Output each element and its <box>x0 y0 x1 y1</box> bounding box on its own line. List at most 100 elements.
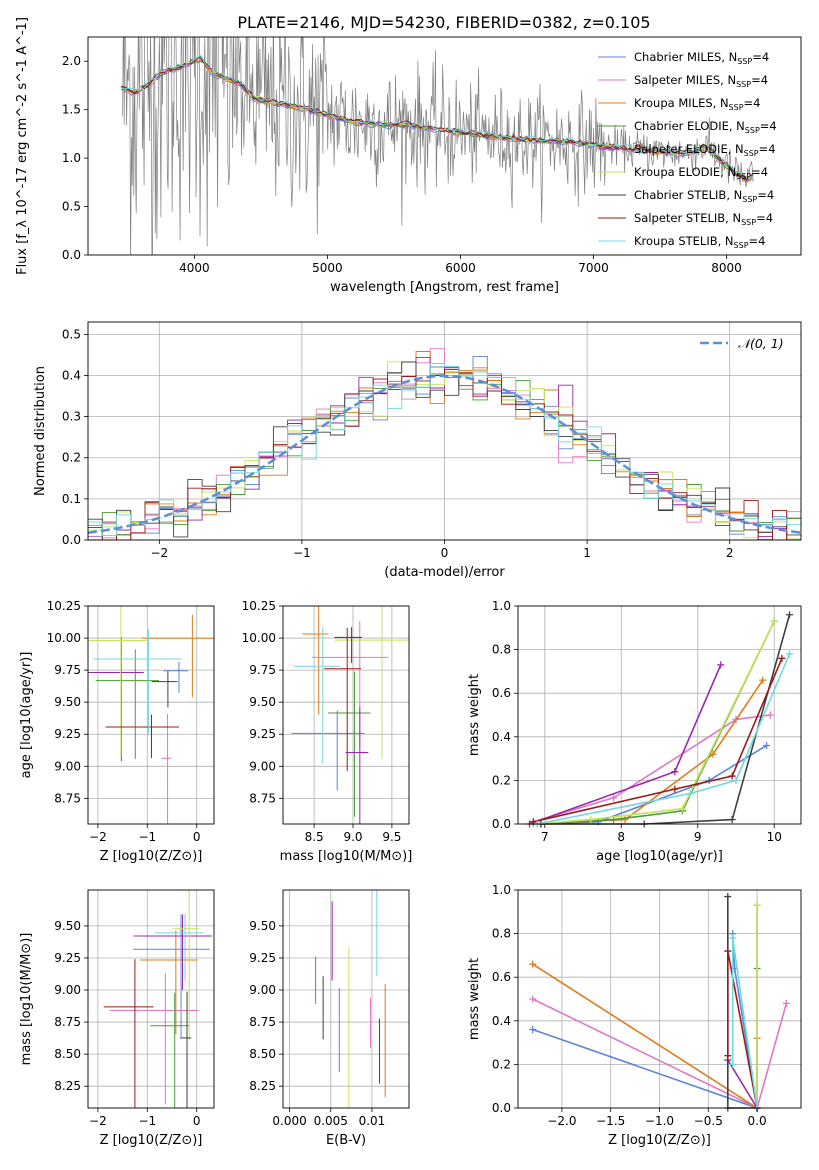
y-tick-label: 9.50 <box>54 695 81 709</box>
y-tick-label: 0.5 <box>62 200 81 214</box>
y-axis-label: age [log10(age/yr)] <box>19 652 34 779</box>
y-tick-label: 1.5 <box>62 103 81 117</box>
y-axis-label: Flux [f_λ 10^-17 erg cm^-2 s^-1 A^-1] <box>15 17 30 275</box>
x-tick-label: −1.0 <box>645 1114 674 1128</box>
x-tick-label: 0.005 <box>314 1114 348 1128</box>
legend-suffix: =4 <box>752 50 769 64</box>
series-point-kroupa-elodie <box>753 901 761 909</box>
legend-suffix: =4 <box>751 73 768 87</box>
histogram-salpeter-stelib <box>88 369 801 540</box>
axes-frame-rect <box>517 889 802 1109</box>
legend-subscript: SSP <box>745 126 760 135</box>
axes-frame-rect <box>282 889 410 1109</box>
series-point-chabrier-miles <box>763 742 771 750</box>
spectrum-legend: Chabrier MILES, NSSP=4 Salpeter MILES, NS… <box>598 50 777 250</box>
x-tick-label: 0.000 <box>272 1114 306 1128</box>
legend-subscript: SSP <box>736 172 751 181</box>
x-tick-label: −0.5 <box>694 1114 723 1128</box>
series-line-salpeter-elodie <box>727 1059 758 1109</box>
y-axis-label: Normed distribution <box>33 366 48 496</box>
residual-panel: −2 −1 0 1 2 0.0 0.1 0.2 0.3 0.4 0.5 (data-model)/er… <box>33 321 802 580</box>
legend-subscript: SSP <box>741 218 756 227</box>
y-tick-label: 0.8 <box>492 927 511 941</box>
series-point-kroupa-elodie <box>678 805 686 813</box>
y-tick-label: 0.5 <box>62 327 81 341</box>
series-point-kroupa-elodie <box>770 617 778 625</box>
series-line-salpeter-miles <box>533 714 771 823</box>
series-line-kroupa-stelib <box>731 937 758 1109</box>
y-tick-label: 9.25 <box>54 727 81 741</box>
series-point-salpeter-miles <box>610 794 618 802</box>
x-axis-label: Z [log10(Z/Z⊙)] <box>100 849 203 864</box>
series-point-salpeter-elodie <box>671 768 679 776</box>
axes-frame-rect <box>87 889 215 1109</box>
y-tick-label: 9.25 <box>249 951 276 965</box>
marks <box>88 348 801 540</box>
axes-frame-rect <box>87 36 802 256</box>
y-tick-label: 9.50 <box>54 919 81 933</box>
x-tick-label: −2.0 <box>547 1114 576 1128</box>
y-tick-label: 0.0 <box>62 533 81 547</box>
series-point-salpeter-stelib <box>728 772 736 780</box>
x-tick-label: 1 <box>583 546 591 560</box>
x-axis-label: Z [log10(Z/Z⊙)] <box>608 1133 711 1148</box>
x-tick-label: 8 <box>617 830 625 844</box>
axes-frame: −2 −1 0 8.75 9.00 9.25 9.50 9.75 10.00 10.25 Z [lo… <box>19 599 215 864</box>
x-tick-label: 7000 <box>578 261 609 275</box>
legend-label: Chabrier MILES, NSSP=4 <box>634 50 769 66</box>
legend-suffix: =4 <box>757 188 774 202</box>
y-tick-label: 9.25 <box>54 951 81 965</box>
legend-suffix: =4 <box>760 119 777 133</box>
marks <box>525 611 794 828</box>
model-spectrum-kroupa-stelib <box>121 54 754 179</box>
series-point-kroupa-miles <box>529 960 537 968</box>
y-tick-label: 1.0 <box>62 151 81 165</box>
axes-frame: 7 8 9 10 0.0 0.2 0.4 0.6 0.8 1.0 age [log10(age/yr… <box>467 599 802 864</box>
y-tick-label: 9.50 <box>249 919 276 933</box>
x-tick-label: 2 <box>726 546 734 560</box>
grid <box>88 890 214 1108</box>
series-line-chabrier-stelib <box>540 614 791 825</box>
y-tick-label: 1.0 <box>492 883 511 897</box>
y-tick-label: 9.25 <box>249 727 276 741</box>
y-tick-label: 0.4 <box>492 1014 511 1028</box>
series-point-kroupa-stelib <box>786 650 794 658</box>
legend-label: Chabrier STELIB, NSSP=4 <box>634 188 774 204</box>
x-tick-label: 9.5 <box>382 830 401 844</box>
series-line-kroupa-stelib <box>536 653 791 825</box>
y-tick-label: 0.0 <box>492 1101 511 1115</box>
series-point-chabrier-stelib <box>786 611 794 619</box>
massweight-vs-age-panel: 7 8 9 10 0.0 0.2 0.4 0.6 0.8 1.0 age [log10(age/yr… <box>467 599 802 864</box>
legend-subscript: SSP <box>729 103 744 112</box>
y-tick-label: 0.8 <box>492 643 511 657</box>
series-point-kroupa-stelib <box>686 789 694 797</box>
y-tick-label: 1.0 <box>492 599 511 613</box>
residual-legend: 𝒩(0, 1) <box>700 336 784 351</box>
legend-subscript: SSP <box>744 149 759 158</box>
legend-label: Kroupa ELODIE, NSSP=4 <box>634 165 768 181</box>
y-axis-label: mass [log10(M/M⊙)] <box>19 933 34 1066</box>
x-tick-label: 10 <box>767 830 782 844</box>
age-vs-mass-panel: 8.5 9.0 9.5 8.75 9.00 9.25 9.50 9.75 10.00 10.25 m… <box>242 599 413 864</box>
series-point-kroupa-miles <box>759 676 767 684</box>
x-tick-label: 9 <box>694 830 702 844</box>
x-tick-label: 0.0 <box>748 1114 767 1128</box>
axes-frame: −2.0 −1.5 −1.0 −0.5 0.0 0.0 0.2 0.4 0.6 0.8 1.0 Z [… <box>467 883 802 1148</box>
y-tick-label: 0.6 <box>492 970 511 984</box>
x-tick-label: 7 <box>541 830 549 844</box>
legend-label: Chabrier ELODIE, NSSP=4 <box>634 119 777 135</box>
legend-suffix: =4 <box>759 142 776 156</box>
series-point-kroupa-elodie <box>587 816 595 824</box>
legend-suffix: =4 <box>751 165 768 179</box>
y-tick-label: 8.75 <box>54 791 81 805</box>
y-tick-label: 10.25 <box>47 599 81 613</box>
figure-title: PLATE=2146, MJD=54230, FIBERID=0382, z=0… <box>237 13 650 32</box>
x-axis-label: mass [log10(M/M⊙)] <box>280 849 413 864</box>
y-tick-label: 9.00 <box>54 759 81 773</box>
grid <box>283 605 409 824</box>
series-line-kroupa-elodie <box>533 620 775 825</box>
y-tick-label: 10.00 <box>242 631 276 645</box>
y-tick-label: 8.25 <box>54 1079 81 1093</box>
massweight-vs-metallicity-panel: −2.0 −1.5 −1.0 −0.5 0.0 0.0 0.2 0.4 0.6 0.8 1.0 Z [… <box>467 883 802 1148</box>
series-point-kroupa-stelib <box>729 1060 737 1068</box>
